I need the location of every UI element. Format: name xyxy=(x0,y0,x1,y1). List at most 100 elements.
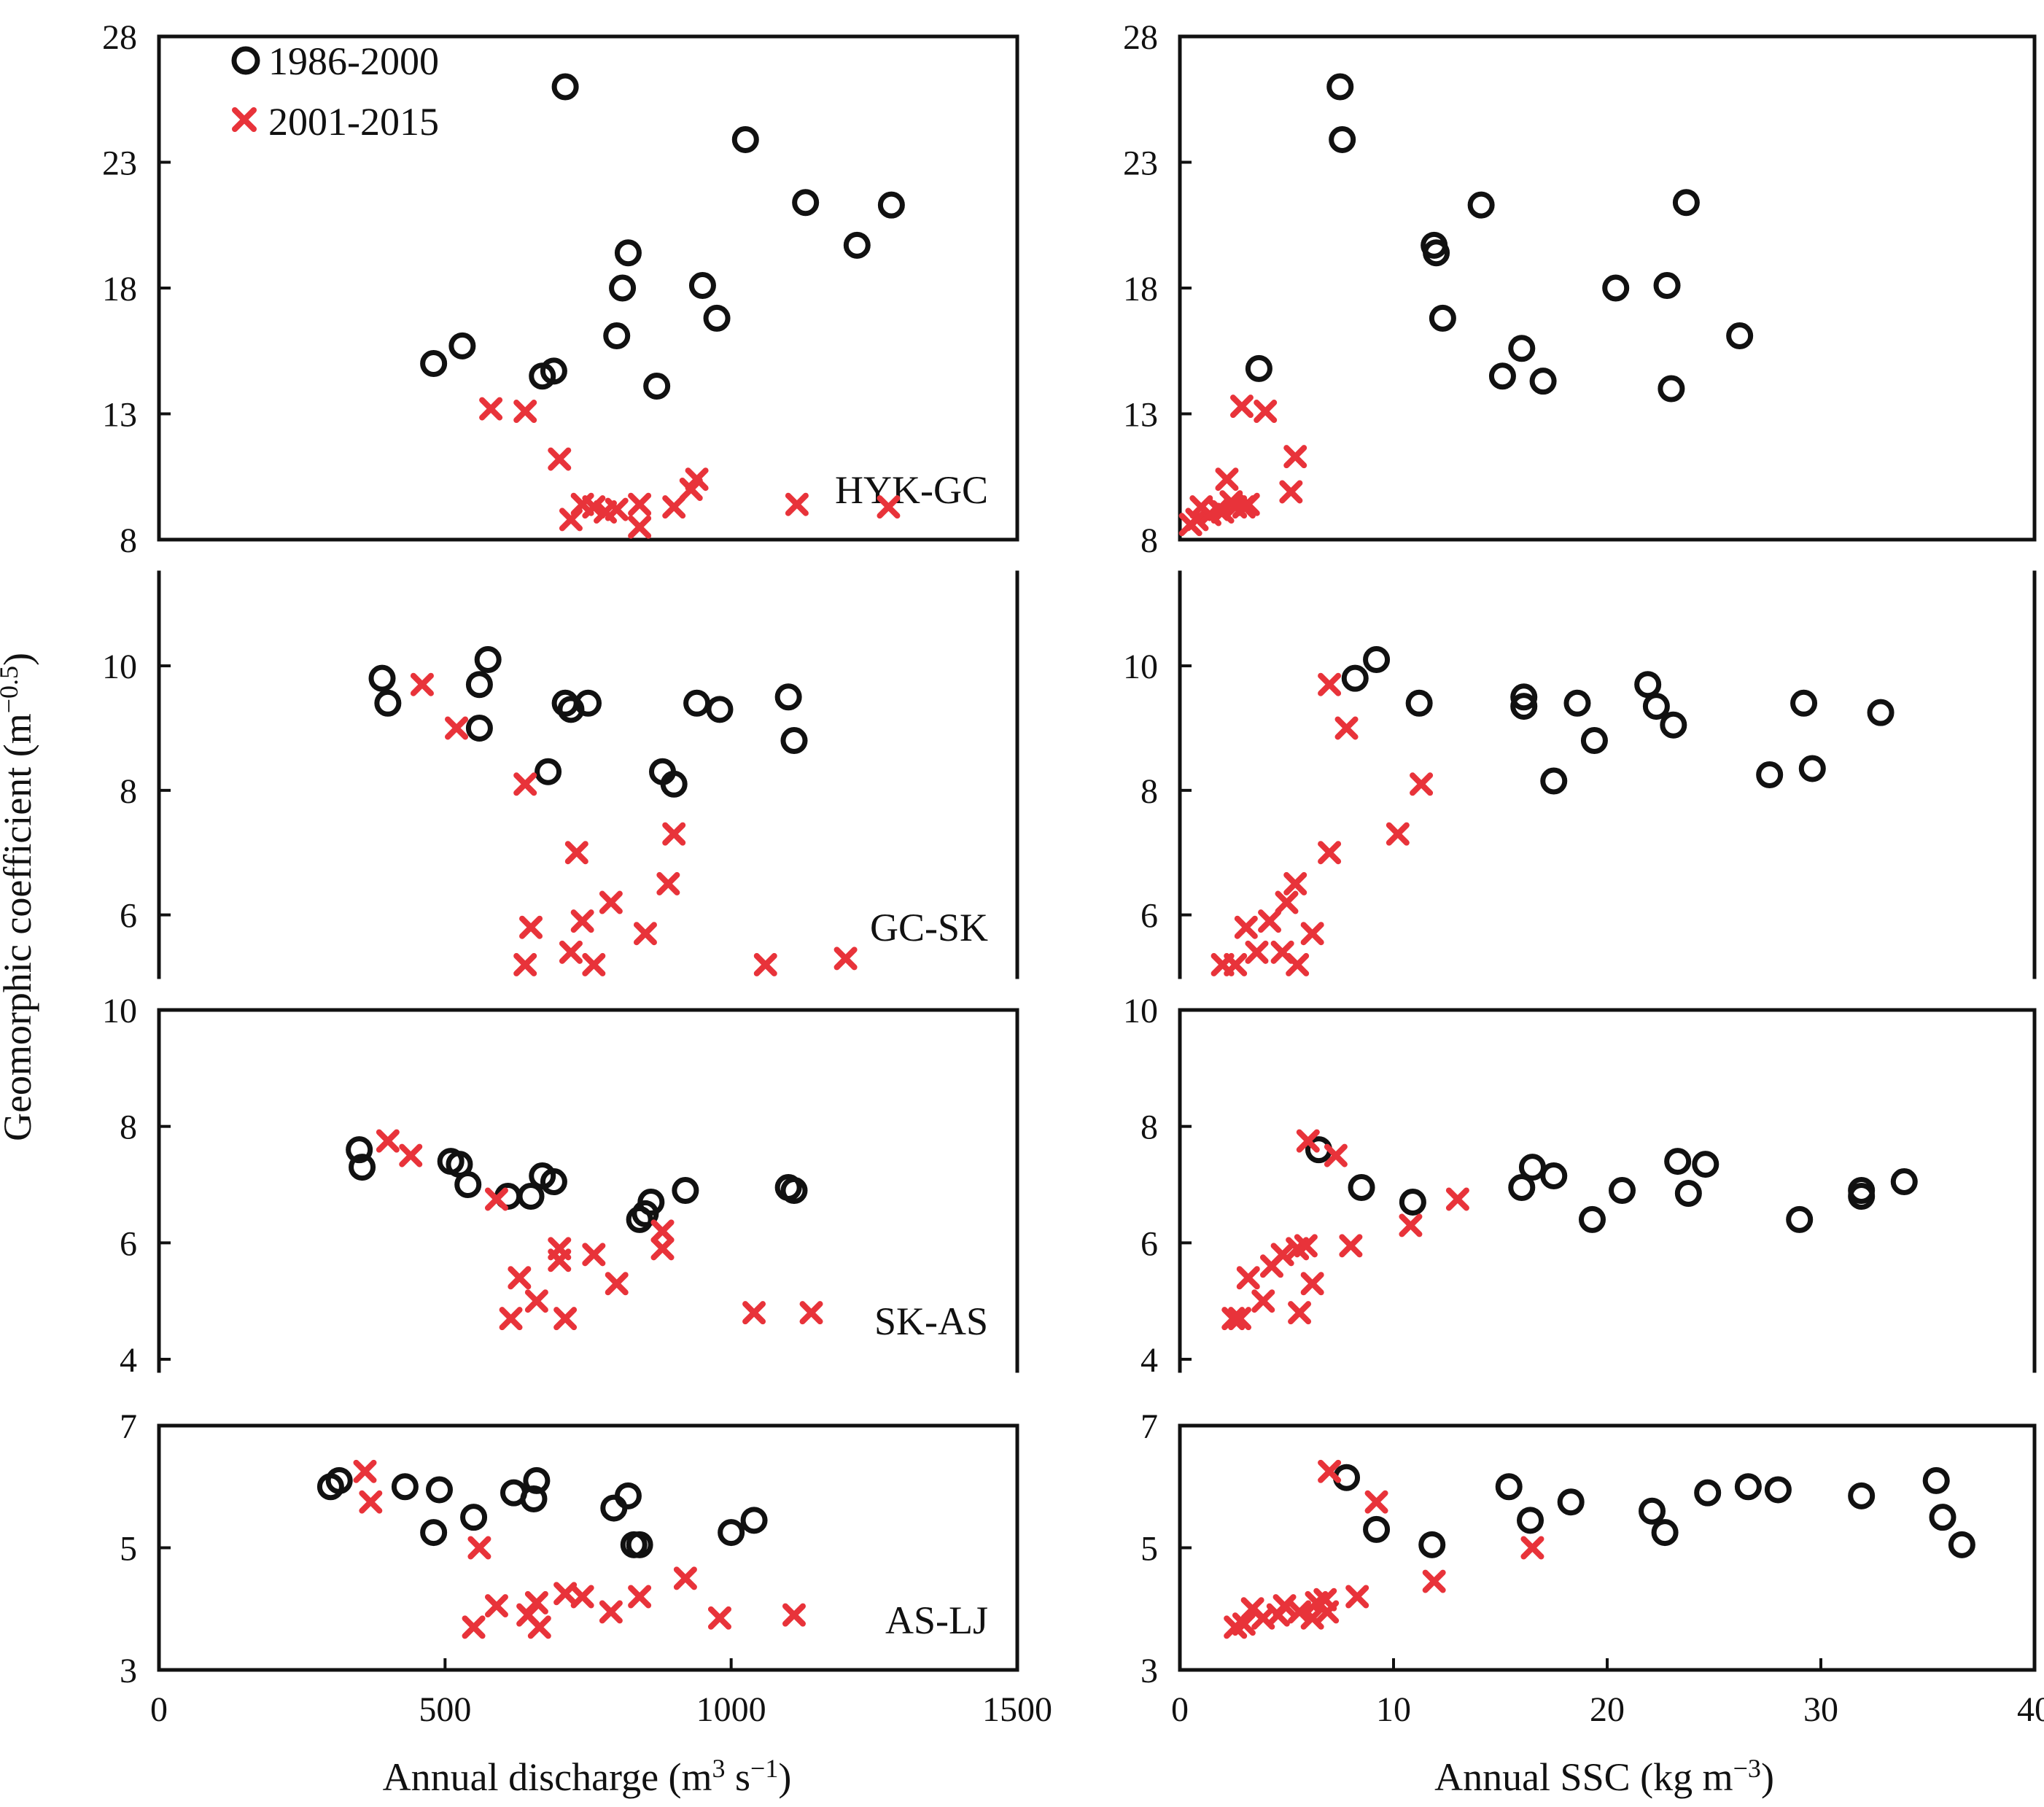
data-point-1986-2000 xyxy=(520,1485,548,1512)
panel-label-hyk-gc: HYK-GC xyxy=(835,468,988,512)
data-point-1986-2000 xyxy=(706,696,734,723)
data-point-2001-2015 xyxy=(1283,871,1307,895)
data-point-1986-2000 xyxy=(609,274,637,302)
data-point-2001-2015 xyxy=(650,1237,675,1261)
data-point-2001-2015 xyxy=(599,890,623,914)
data-point-2001-2015 xyxy=(1251,1289,1275,1313)
data-point-1986-2000 xyxy=(551,73,579,101)
data-point-1986-2000 xyxy=(1664,1148,1692,1175)
panel-label-sk-as: SK-AS xyxy=(874,1299,988,1343)
data-point-1986-2000 xyxy=(1245,354,1272,382)
x-axis-label-left-mid: s xyxy=(726,1755,751,1799)
data-point-2001-2015 xyxy=(673,1566,697,1590)
data-point-2001-2015 xyxy=(479,397,503,421)
x-axis-label-right-pre: Annual SSC (kg m xyxy=(1434,1755,1733,1799)
y-tick-label: 6 xyxy=(1140,1224,1158,1263)
y-tick-label: 8 xyxy=(1140,772,1158,811)
y-tick-label: 28 xyxy=(102,18,137,57)
data-point-1986-2000 xyxy=(688,272,716,300)
data-point-1986-2000 xyxy=(1580,727,1608,755)
x-axis-label-left-pre: Annual discharge (m xyxy=(383,1755,712,1799)
data-point-2001-2015 xyxy=(1334,716,1359,740)
y-tick-label: 6 xyxy=(1140,897,1158,936)
data-point-2001-2015 xyxy=(1294,1234,1318,1258)
data-point-2001-2015 xyxy=(1386,822,1410,846)
data-point-2001-2015 xyxy=(1221,1307,1246,1331)
x-tick-label: 20 xyxy=(1590,1690,1625,1729)
data-point-1986-2000 xyxy=(731,125,759,153)
y-axis-label-exponent: −0.5 xyxy=(0,666,23,713)
data-point-2001-2015 xyxy=(1283,445,1307,469)
x-axis-label-right: Annual SSC (kg m−3) xyxy=(1434,1754,1774,1799)
data-point-1986-2000 xyxy=(1563,689,1591,717)
data-point-2001-2015 xyxy=(548,1248,572,1272)
data-point-2001-2015 xyxy=(1224,952,1248,976)
panel-right-2: 6 8 10 xyxy=(1123,570,2037,979)
data-point-1986-2000 xyxy=(1423,239,1450,267)
data-point-1986-2000 xyxy=(1922,1466,1950,1494)
data-point-1986-2000 xyxy=(1508,335,1536,362)
data-point-1986-2000 xyxy=(718,1519,745,1547)
panel-label-gc-sk: GC-SK xyxy=(870,906,988,949)
data-point-2001-2015 xyxy=(628,492,652,516)
data-point-2001-2015 xyxy=(582,495,606,519)
data-point-2001-2015 xyxy=(1286,952,1310,976)
data-point-1986-2000 xyxy=(1399,1188,1426,1216)
data-point-2001-2015 xyxy=(1339,1234,1363,1258)
data-point-2001-2015 xyxy=(1300,922,1324,946)
data-point-2001-2015 xyxy=(467,1536,491,1560)
y-tick-label: 5 xyxy=(1140,1530,1158,1569)
data-point-1986-2000 xyxy=(1405,689,1433,717)
y-tick-label: 8 xyxy=(120,1108,137,1147)
x-tick-label: 30 xyxy=(1803,1690,1838,1729)
data-point-1986-2000 xyxy=(672,1177,699,1204)
data-point-2001-2015 xyxy=(633,922,657,946)
data-point-2001-2015 xyxy=(799,1301,823,1325)
data-point-1986-2000 xyxy=(1348,1174,1375,1202)
data-point-2001-2015 xyxy=(1232,1612,1256,1636)
data-point-1986-2000 xyxy=(1672,189,1700,217)
data-point-2001-2015 xyxy=(1229,395,1254,419)
data-point-2001-2015 xyxy=(782,1603,806,1627)
data-point-1986-2000 xyxy=(1540,767,1568,795)
data-point-2001-2015 xyxy=(1215,467,1239,491)
data-point-2001-2015 xyxy=(399,1143,423,1167)
data-point-1986-2000 xyxy=(474,646,502,674)
data-point-2001-2015 xyxy=(785,492,809,516)
data-point-1986-2000 xyxy=(843,231,871,259)
data-point-2001-2015 xyxy=(1318,841,1342,865)
data-point-2001-2015 xyxy=(359,1490,383,1514)
data-point-2001-2015 xyxy=(1345,1585,1369,1609)
data-point-1986-2000 xyxy=(465,714,493,742)
data-point-2001-2015 xyxy=(527,1615,551,1639)
data-point-2001-2015 xyxy=(1236,1266,1260,1290)
data-point-1986-2000 xyxy=(523,1466,551,1494)
data-point-1986-2000 xyxy=(1642,693,1670,720)
panel-right-3: 4 6 8 10 xyxy=(1123,992,2037,1380)
y-tick-label: 8 xyxy=(120,521,137,560)
data-point-1986-2000 xyxy=(1734,1473,1762,1501)
y-tick-label: 10 xyxy=(1123,648,1158,686)
data-point-1986-2000 xyxy=(600,1494,628,1522)
data-point-1986-2000 xyxy=(1798,755,1826,782)
y-tick-label: 18 xyxy=(102,270,137,308)
data-point-1986-2000 xyxy=(1329,125,1356,153)
data-point-1986-2000 xyxy=(1518,1154,1546,1181)
y-tick-label: 4 xyxy=(1140,1341,1158,1380)
data-point-1986-2000 xyxy=(448,332,476,360)
data-point-2001-2015 xyxy=(1245,940,1269,964)
data-point-2001-2015 xyxy=(1232,495,1256,519)
y-tick-label: 5 xyxy=(120,1530,137,1569)
data-point-2001-2015 xyxy=(524,1590,548,1614)
panel-right-4: 3 5 7 0 10 20 30 40 xyxy=(1140,1407,2044,1729)
data-point-1986-2000 xyxy=(792,189,820,217)
data-point-2001-2015 xyxy=(353,1459,377,1483)
data-point-2001-2015 xyxy=(582,1243,606,1267)
panel-left-2: 6 8 10 GC-SK xyxy=(102,570,1019,979)
data-point-2001-2015 xyxy=(1234,915,1258,939)
data-point-1986-2000 xyxy=(1786,1205,1814,1233)
data-point-1986-2000 xyxy=(1653,272,1681,300)
data-point-1986-2000 xyxy=(1540,1162,1568,1190)
data-point-1986-2000 xyxy=(1692,1151,1719,1178)
data-point-2001-2015 xyxy=(570,1585,594,1609)
